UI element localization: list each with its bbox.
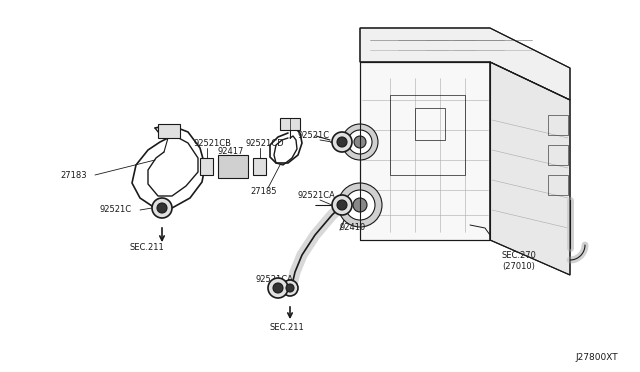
Polygon shape [158,124,180,138]
Text: 27185: 27185 [250,187,276,196]
Circle shape [337,200,347,210]
Polygon shape [490,62,570,275]
Circle shape [268,278,288,298]
Text: 92410: 92410 [340,224,366,232]
Polygon shape [253,158,266,175]
Text: 92521CA: 92521CA [297,192,335,201]
Circle shape [332,195,352,215]
Text: 92521CB: 92521CB [193,138,231,148]
Polygon shape [218,155,248,178]
Text: SEC.211: SEC.211 [270,324,305,333]
Text: 27183: 27183 [60,170,86,180]
Circle shape [273,283,283,293]
Text: 92521CD: 92521CD [245,138,284,148]
Circle shape [345,190,375,220]
Circle shape [338,183,382,227]
Circle shape [337,137,347,147]
Polygon shape [360,62,490,240]
Text: 92521C: 92521C [100,205,132,215]
Text: 92521CA: 92521CA [255,276,293,285]
Circle shape [152,198,172,218]
Polygon shape [360,28,570,100]
Circle shape [348,130,372,154]
Text: 92521C: 92521C [297,131,329,141]
Text: (27010): (27010) [502,263,535,272]
Text: J27800XT: J27800XT [575,353,618,362]
Polygon shape [200,158,213,175]
Circle shape [332,132,352,152]
Polygon shape [280,118,300,130]
Circle shape [157,203,167,213]
Circle shape [342,124,378,160]
Text: SEC.211: SEC.211 [130,244,164,253]
Circle shape [286,284,294,292]
Text: 92417: 92417 [217,148,243,157]
Circle shape [282,280,298,296]
Circle shape [353,198,367,212]
Circle shape [354,136,366,148]
Text: SEC.270: SEC.270 [502,250,537,260]
